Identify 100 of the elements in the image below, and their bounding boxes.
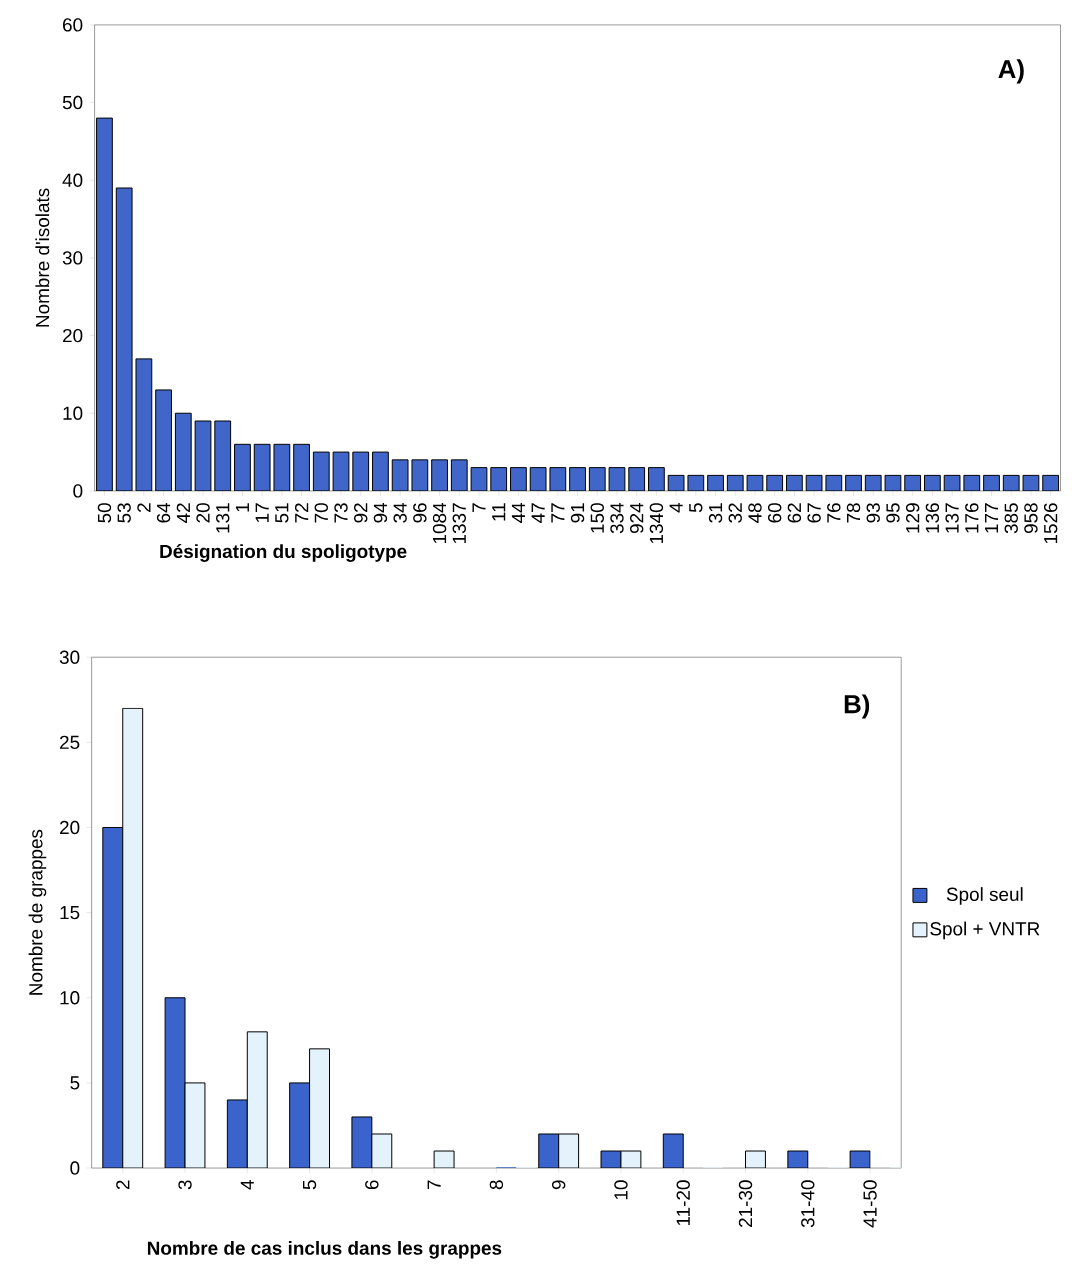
y-tick-label: 30 [62,251,83,265]
bar [122,707,143,1169]
y-tick-label: 40 [62,173,83,187]
x-tick-label: 6 [364,1180,379,1190]
x-tick-label: 50 [97,503,111,523]
x-tick-label: 5 [302,1180,316,1190]
x-tick-label: 92 [353,503,368,523]
bar [568,467,586,491]
x-tick-label: 150 [590,503,604,533]
x-tick-label: 1 [235,503,249,512]
bar [628,467,645,491]
bar [292,443,310,491]
x-tick-label: 70 [314,503,328,523]
x-tick-label: 77 [551,503,565,523]
x-tick-label: 31-40 [800,1180,815,1228]
x-axis-title: Désignation du spoligotype [160,544,407,562]
y-tick-label: 0 [73,484,83,498]
x-tick-label: 64 [156,502,171,523]
x-tick-label: 385 [1004,503,1018,534]
bar [233,443,251,491]
x-tick-label: 72 [294,503,308,523]
x-tick-label: 32 [728,503,742,523]
x-tick-label: 41-50 [863,1180,877,1228]
y-tick-label: 15 [60,906,80,920]
y-tick-label: 50 [62,95,83,110]
bar [647,467,665,491]
y-axis-title: Nombre d'isolats [35,188,50,327]
y-tick-label: 25 [59,735,80,750]
x-tick-label: 21-30 [738,1180,752,1227]
bar [246,1031,268,1169]
x-tick-label: 20 [196,503,210,523]
x-tick-label: 1526 [1043,503,1058,544]
x-tick-label: 7 [472,503,486,512]
x-axis-title: Nombre de cas inclus dans les grappes [147,1240,502,1259]
bar [352,451,369,491]
bar [174,412,192,491]
x-tick-label: 958 [1024,503,1038,534]
x-tick-label: 4 [669,502,683,513]
bar [214,420,231,491]
legend-label: Spol + VNTR [930,921,1040,940]
y-tick-label: 10 [63,406,83,420]
bar [588,467,606,491]
x-tick-label: 924 [629,502,644,534]
x-tick-label: 176 [964,503,979,533]
x-tick-label: 44 [511,502,525,524]
x-tick-label: 96 [412,503,427,523]
x-tick-label: 42 [176,503,190,524]
x-tick-label: 334 [610,502,624,534]
y-tick-label: 0 [70,1161,80,1175]
x-tick-label: 93 [866,503,880,523]
x-tick-label: 94 [373,502,387,523]
bar [95,117,113,491]
x-tick-label: 73 [334,503,348,523]
x-tick-label: 34 [393,502,407,523]
x-tick-label: 5 [689,503,703,513]
bar [509,467,527,491]
bar [371,451,389,491]
y-tick-label: 10 [60,991,80,1005]
bar [557,1133,579,1169]
x-tick-label: 136 [925,503,939,533]
bar [308,1048,330,1169]
x-tick-label: 67 [807,503,821,523]
x-tick-label: 1084 [432,502,447,544]
x-tick-label: 48 [748,503,762,524]
x-tick-label: 31 [708,503,723,523]
x-tick-label: 91 [570,503,585,523]
x-tick-label: 2 [115,1180,130,1190]
x-tick-label: 137 [945,503,959,533]
x-tick-label: 62 [787,503,801,523]
x-tick-label: 4 [240,1180,254,1190]
x-tick-label: 78 [846,503,861,523]
y-tick-label: 5 [70,1076,80,1090]
x-tick-label: 177 [984,503,998,533]
x-tick-label: 7 [427,1180,441,1190]
x-tick-label: 95 [886,503,900,523]
x-tick-label: 8 [489,1180,503,1190]
x-tick-label: 1340 [649,503,663,544]
x-tick-label: 9 [551,1180,566,1190]
x-tick-label: 53 [117,503,131,523]
bar [154,389,172,491]
annotation: B) [844,694,869,719]
x-tick-label: 10 [614,1180,628,1200]
x-tick-label: 131 [215,503,230,533]
x-tick-label: 2 [137,503,151,512]
y-tick-label: 30 [59,650,80,664]
x-tick-label: 51 [275,503,289,523]
x-tick-label: 129 [905,503,920,533]
x-tick-label: 1337 [452,503,466,544]
x-tick-label: 11-20 [676,1180,690,1226]
y-tick-label: 20 [59,820,80,835]
y-tick-label: 20 [62,328,83,343]
y-axis-title: Nombre de grappes [28,829,47,995]
x-tick-label: 11 [491,503,505,521]
bar [371,1133,393,1169]
legend-label: Spol seul [946,887,1023,905]
x-tick-label: 17 [255,503,269,523]
x-tick-label: 76 [826,503,841,523]
x-tick-label: 60 [767,503,782,523]
x-tick-label: 47 [531,503,545,524]
annotation: A) [998,59,1024,84]
